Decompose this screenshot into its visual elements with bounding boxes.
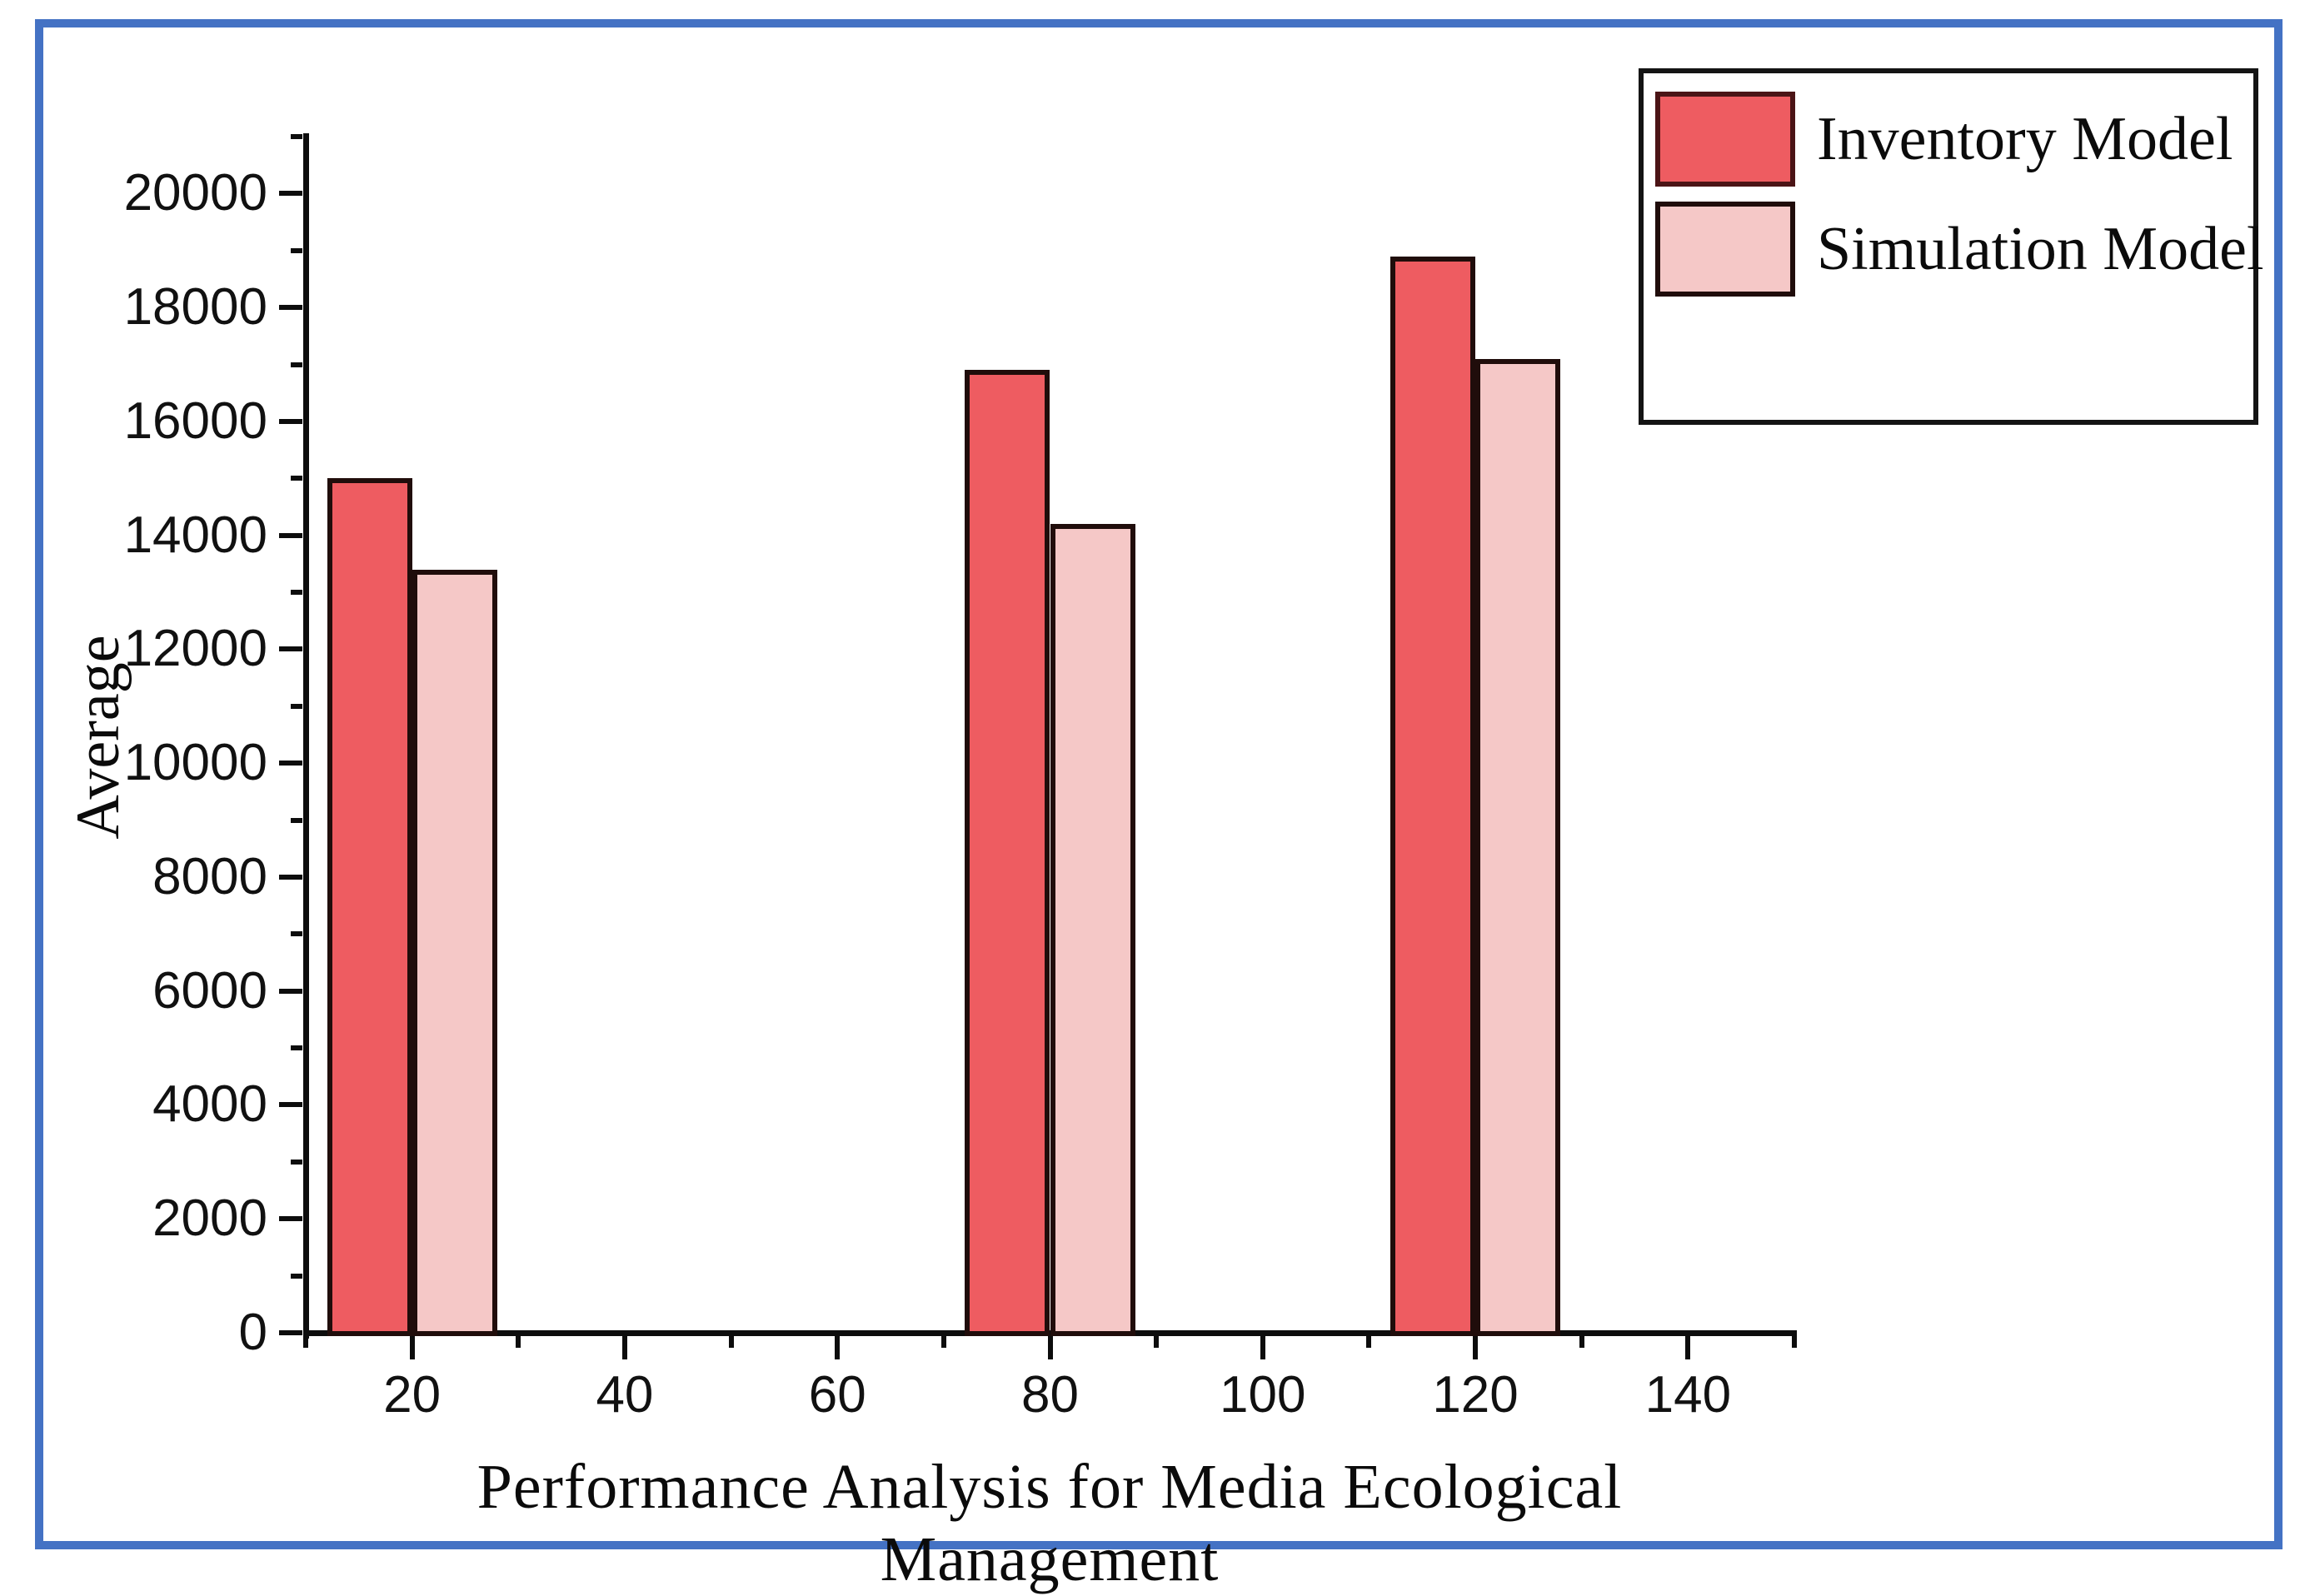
y-minor-tick	[291, 931, 302, 937]
x-major-tick	[1047, 1336, 1053, 1359]
y-minor-tick	[291, 590, 302, 596]
x-major-tick	[1685, 1336, 1691, 1359]
y-minor-tick	[291, 247, 302, 253]
bar-simulation-model	[1050, 523, 1135, 1336]
y-major-tick	[279, 1102, 302, 1108]
bar-simulation-model	[412, 569, 497, 1336]
y-minor-tick	[291, 703, 302, 709]
x-tick-label: 140	[1644, 1366, 1732, 1424]
y-minor-tick	[291, 817, 302, 823]
x-tick-label: 60	[808, 1366, 866, 1424]
x-tick-label: 120	[1432, 1366, 1519, 1424]
x-major-tick	[835, 1336, 841, 1359]
bar-simulation-model	[1475, 358, 1561, 1336]
legend: Inventory Model Simulation Model	[1639, 68, 2264, 425]
x-tick-label: 100	[1220, 1366, 1306, 1424]
y-tick-label: 2000	[152, 1190, 267, 1248]
y-tick-label: 14000	[123, 506, 267, 564]
x-axis-title: Performance Analysis for Media Ecologica…	[476, 1452, 1623, 1594]
y-minor-tick	[291, 1159, 302, 1165]
y-major-tick	[279, 988, 302, 994]
y-minor-tick	[291, 362, 302, 367]
x-major-tick	[621, 1336, 627, 1359]
legend-swatch-inventory-icon	[1655, 92, 1795, 187]
x-minor-tick	[940, 1336, 946, 1348]
x-major-tick	[1473, 1336, 1479, 1359]
x-minor-tick	[1792, 1336, 1797, 1348]
y-tick-label: 0	[238, 1304, 267, 1361]
x-minor-tick	[303, 1336, 308, 1348]
y-tick-label: 18000	[123, 278, 267, 337]
y-tick-label: 4000	[152, 1075, 267, 1134]
y-minor-tick	[291, 1045, 302, 1051]
y-major-tick	[279, 1330, 302, 1335]
y-major-tick	[279, 532, 302, 538]
y-axis-spine	[303, 133, 309, 1339]
y-tick-label: 6000	[152, 961, 267, 1020]
y-major-tick	[279, 191, 302, 197]
x-minor-tick	[516, 1336, 521, 1348]
y-tick-label: 20000	[123, 164, 267, 222]
y-tick-label: 10000	[123, 734, 267, 792]
legend-label: Inventory Model	[1817, 104, 2233, 173]
y-major-tick	[279, 646, 302, 652]
x-major-tick	[1260, 1336, 1265, 1359]
x-minor-tick	[1154, 1336, 1160, 1348]
y-minor-tick	[291, 134, 302, 139]
y-major-tick	[279, 418, 302, 424]
x-tick-label: 80	[1021, 1366, 1079, 1424]
legend-item-simulation-model: Simulation Model	[1655, 197, 2264, 302]
y-major-tick	[279, 1216, 302, 1222]
bar-inventory-model	[327, 478, 412, 1336]
bar-inventory-model	[965, 370, 1050, 1336]
x-minor-tick	[728, 1336, 734, 1348]
y-tick-label: 16000	[123, 392, 267, 450]
x-minor-tick	[1579, 1336, 1584, 1348]
y-tick-label: 8000	[152, 847, 267, 905]
legend-swatch-simulation-icon	[1655, 202, 1795, 297]
legend-item-inventory-model: Inventory Model	[1655, 87, 2253, 192]
x-tick-label: 20	[383, 1366, 442, 1424]
bar-inventory-model	[1389, 256, 1476, 1336]
legend-label: Simulation Model	[1817, 214, 2264, 283]
y-minor-tick	[291, 1273, 302, 1279]
x-major-tick	[409, 1336, 415, 1359]
y-major-tick	[279, 305, 302, 311]
x-minor-tick	[1366, 1336, 1372, 1348]
y-minor-tick	[291, 476, 302, 481]
x-tick-label: 40	[596, 1366, 654, 1424]
y-tick-label: 12000	[123, 620, 267, 678]
y-major-tick	[279, 761, 302, 766]
y-major-tick	[279, 874, 302, 880]
